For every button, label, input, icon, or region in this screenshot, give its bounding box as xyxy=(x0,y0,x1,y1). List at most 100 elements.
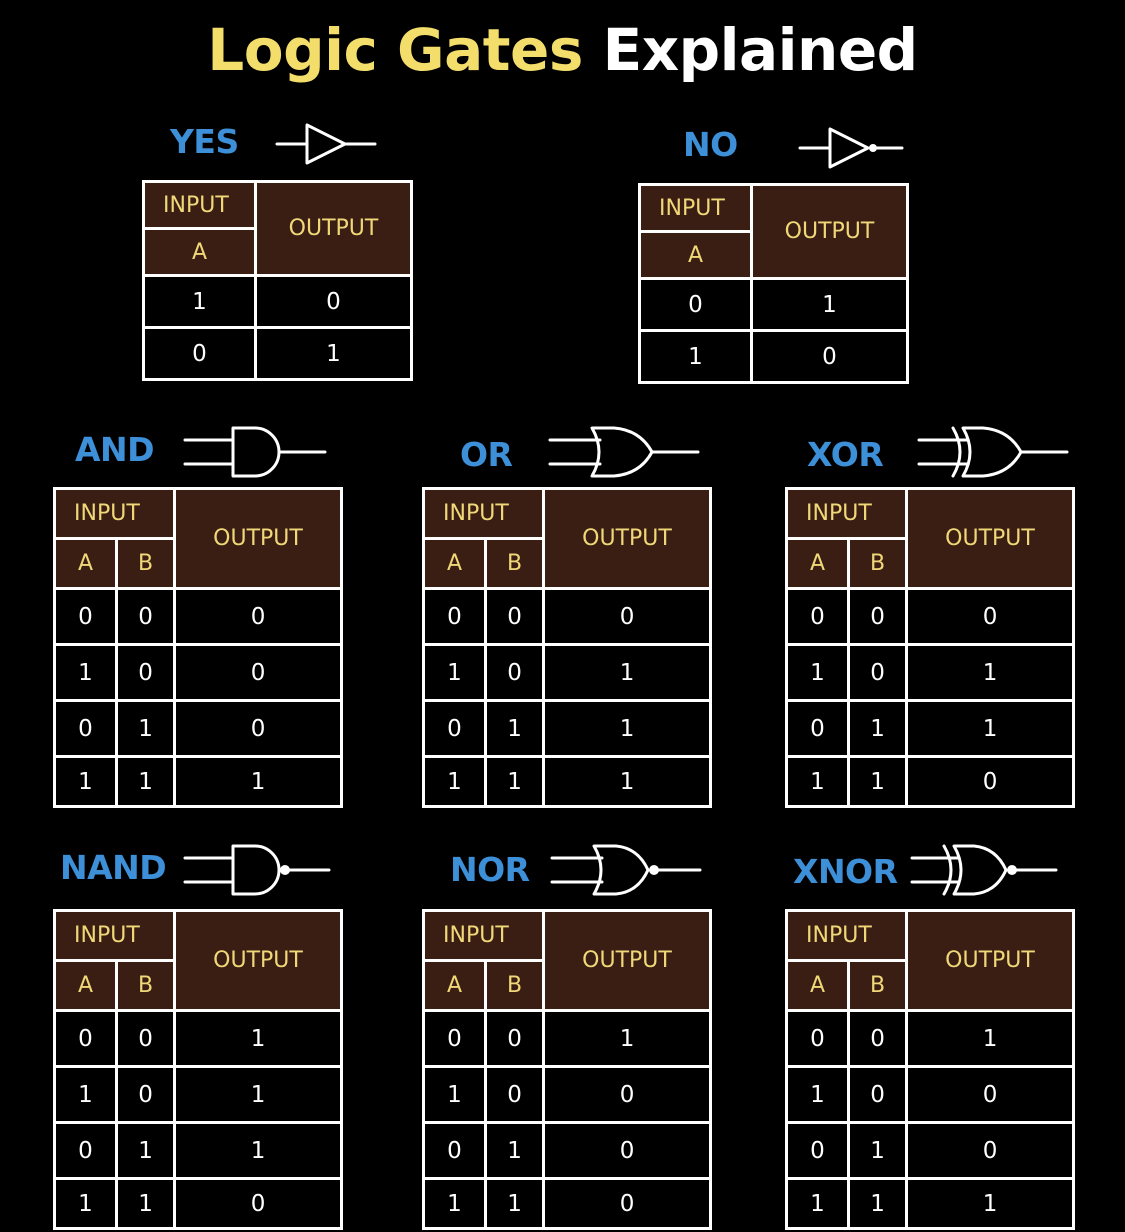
cell-a: 1 xyxy=(53,1177,118,1230)
cell-output: 1 xyxy=(173,1065,344,1124)
header-input: INPUT xyxy=(52,487,177,540)
header-input: INPUT xyxy=(784,487,909,540)
cell-output: 1 xyxy=(173,755,344,808)
cell-output: 1 xyxy=(542,1009,713,1068)
buffer-gate-icon xyxy=(275,123,377,165)
cell-output: 1 xyxy=(905,643,1076,702)
header-output: OUTPUT xyxy=(173,487,344,590)
cell-output: 1 xyxy=(542,699,713,758)
cell-b: 1 xyxy=(846,1121,909,1180)
cell-b: 0 xyxy=(114,1009,177,1068)
header-a: A xyxy=(422,959,487,1012)
gate-name-no: NO xyxy=(683,125,738,164)
cell-b: 0 xyxy=(114,1065,177,1124)
table-row: 1 0 1 xyxy=(53,1065,344,1124)
cell-output: 0 xyxy=(905,1065,1076,1124)
cell-b: 0 xyxy=(846,1009,909,1068)
header-input: INPUT xyxy=(421,909,546,962)
cell-a: 1 xyxy=(422,1065,487,1124)
xor-gate-icon xyxy=(917,426,1069,478)
header-output: OUTPUT xyxy=(173,909,344,1012)
cell-a: 1 xyxy=(785,1177,850,1230)
not-gate-icon xyxy=(798,127,904,169)
cell-a: 0 xyxy=(422,587,487,646)
cell-output: 0 xyxy=(542,1065,713,1124)
table-row: 0 0 1 xyxy=(53,1009,344,1068)
header-output: OUTPUT xyxy=(254,180,413,277)
header-input: INPUT xyxy=(421,487,546,540)
cell-output: 0 xyxy=(173,587,344,646)
truth-table-nor: INPUT OUTPUT A B 0 0 1 1 0 0 0 1 0 1 1 0 xyxy=(421,909,713,1230)
truth-table-no: INPUT OUTPUT A 0 1 1 0 xyxy=(638,183,909,384)
cell-a: 0 xyxy=(422,1121,487,1180)
cell-b: 0 xyxy=(846,1065,909,1124)
table-row: 0 1 1 xyxy=(422,699,713,758)
cell-a: 0 xyxy=(422,699,487,758)
cell-output: 1 xyxy=(542,643,713,702)
cell-b: 1 xyxy=(114,1121,177,1180)
table-row: 0 1 0 xyxy=(53,699,344,758)
cell-b: 1 xyxy=(114,755,177,808)
header-output: OUTPUT xyxy=(542,487,713,590)
table-row: 1 1 1 xyxy=(785,1177,1076,1230)
cell-output: 1 xyxy=(750,277,909,332)
cell-b: 1 xyxy=(114,1177,177,1230)
header-output: OUTPUT xyxy=(905,909,1076,1012)
gate-name-or: OR xyxy=(460,435,513,474)
cell-output: 1 xyxy=(254,326,413,381)
nand-gate-icon xyxy=(183,844,331,896)
cell-output: 1 xyxy=(905,699,1076,758)
truth-table-or: INPUT OUTPUT A B 0 0 0 1 0 1 0 1 1 1 1 1 xyxy=(421,487,713,808)
header-a: A xyxy=(142,227,257,277)
cell-output: 0 xyxy=(905,755,1076,808)
gate-name-xnor: XNOR xyxy=(793,852,898,891)
cell-output: 0 xyxy=(173,643,344,702)
cell-a: 0 xyxy=(53,587,118,646)
cell-a: 1 xyxy=(422,755,487,808)
cell-a: 1 xyxy=(422,1177,487,1230)
table-row: 1 0 xyxy=(142,274,413,329)
table-row: 1 0 0 xyxy=(422,1065,713,1124)
header-input: INPUT xyxy=(638,183,753,233)
cell-a: 1 xyxy=(785,755,850,808)
cell-output: 0 xyxy=(542,1121,713,1180)
table-row: 1 0 1 xyxy=(785,643,1076,702)
cell-output: 0 xyxy=(173,1177,344,1230)
table-row: 0 1 1 xyxy=(53,1121,344,1180)
table-row: 1 0 0 xyxy=(53,643,344,702)
cell-b: 0 xyxy=(114,587,177,646)
header-output: OUTPUT xyxy=(542,909,713,1012)
cell-a: 1 xyxy=(142,274,257,329)
cell-a: 1 xyxy=(638,329,753,384)
truth-table-nand: INPUT OUTPUT A B 0 0 1 1 0 1 0 1 1 1 1 0 xyxy=(52,909,344,1230)
header-a: A xyxy=(53,537,118,590)
cell-a: 0 xyxy=(785,1121,850,1180)
nor-gate-icon xyxy=(550,844,702,896)
cell-output: 1 xyxy=(542,755,713,808)
cell-output: 0 xyxy=(542,1177,713,1230)
cell-b: 1 xyxy=(483,1121,546,1180)
header-b: B xyxy=(114,959,177,1012)
table-row: 0 1 0 xyxy=(785,1121,1076,1180)
cell-a: 0 xyxy=(785,1009,850,1068)
cell-output: 1 xyxy=(905,1177,1076,1230)
table-row: 0 1 1 xyxy=(785,699,1076,758)
table-row: 0 1 xyxy=(142,326,413,381)
table-row: 0 0 1 xyxy=(785,1009,1076,1068)
cell-a: 1 xyxy=(422,643,487,702)
cell-a: 0 xyxy=(53,1121,118,1180)
table-row: 0 0 0 xyxy=(422,587,713,646)
cell-output: 0 xyxy=(173,699,344,758)
cell-b: 0 xyxy=(483,1009,546,1068)
gate-name-yes: YES xyxy=(170,122,239,161)
cell-output: 1 xyxy=(173,1121,344,1180)
cell-b: 1 xyxy=(846,1177,909,1230)
table-row: 1 1 1 xyxy=(53,755,344,808)
cell-a: 0 xyxy=(638,277,753,332)
cell-b: 0 xyxy=(114,643,177,702)
xnor-gate-icon xyxy=(910,844,1058,896)
cell-b: 0 xyxy=(846,643,909,702)
title-accent: Logic Gates xyxy=(207,16,583,84)
and-gate-icon xyxy=(183,426,327,478)
cell-output: 0 xyxy=(905,1121,1076,1180)
